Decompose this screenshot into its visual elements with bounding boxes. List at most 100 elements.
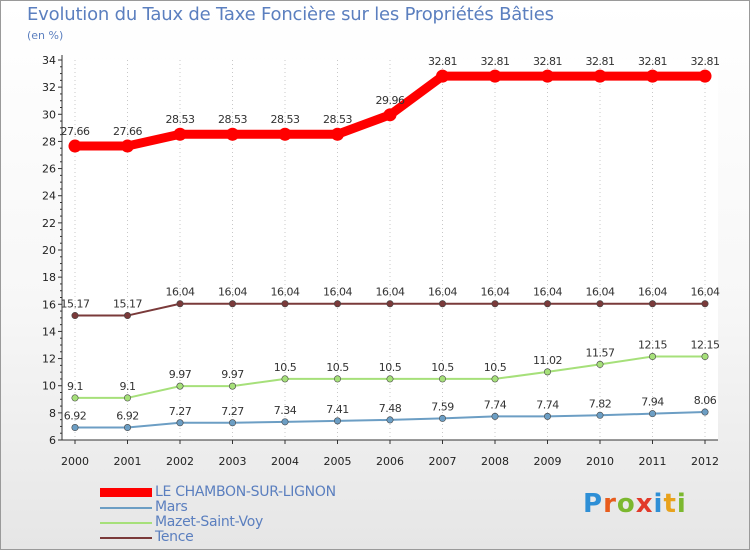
data-label: 9.97 — [221, 368, 244, 381]
data-label: 27.66 — [113, 125, 142, 138]
x-tick-label: 2007 — [429, 455, 457, 468]
data-label: 9.97 — [169, 368, 192, 381]
data-label: 7.94 — [641, 396, 664, 409]
x-tick-label: 2004 — [271, 455, 299, 468]
data-label: 7.74 — [484, 398, 507, 411]
data-point — [124, 394, 132, 402]
data-label: 9.1 — [67, 380, 83, 393]
data-point — [124, 312, 132, 320]
brand-logo: Proxiti — [583, 489, 687, 519]
legend-swatch — [100, 506, 152, 509]
data-label: 10.5 — [326, 361, 349, 374]
data-point — [438, 300, 446, 308]
y-tick-label: 10 — [42, 380, 56, 393]
data-point — [701, 408, 709, 416]
data-label: 8.06 — [694, 394, 717, 407]
data-label: 12.15 — [638, 339, 667, 352]
data-label: 11.02 — [533, 354, 562, 367]
data-point — [436, 69, 449, 83]
data-point — [71, 312, 79, 320]
data-label: 16.04 — [376, 286, 405, 299]
data-point — [281, 418, 289, 426]
data-point — [596, 411, 604, 419]
data-point — [491, 375, 499, 383]
data-point — [543, 368, 551, 376]
data-point — [333, 375, 341, 383]
y-tick-label: 6 — [49, 434, 56, 447]
data-label: 32.81 — [586, 55, 615, 68]
data-label: 28.53 — [218, 113, 247, 126]
data-point — [176, 382, 184, 390]
x-tick-label: 2002 — [166, 455, 194, 468]
data-point — [333, 300, 341, 308]
logo-letter: t — [663, 489, 677, 519]
data-point — [648, 353, 656, 361]
data-label: 16.04 — [533, 286, 562, 299]
data-label: 32.81 — [638, 55, 667, 68]
data-label: 28.53 — [166, 113, 195, 126]
data-label: 7.27 — [169, 405, 192, 418]
data-label: 7.59 — [431, 400, 454, 413]
data-label: 16.04 — [166, 286, 195, 299]
data-point — [226, 127, 239, 141]
data-label: 9.1 — [120, 380, 136, 393]
data-point — [438, 414, 446, 422]
data-label: 16.04 — [691, 286, 720, 299]
data-label: 7.74 — [536, 398, 559, 411]
data-point — [596, 300, 604, 308]
data-point — [386, 300, 394, 308]
data-point — [333, 417, 341, 425]
data-point — [331, 127, 344, 141]
data-label: 7.41 — [326, 403, 349, 416]
x-tick-label: 2001 — [114, 455, 142, 468]
x-tick-label: 2006 — [376, 455, 404, 468]
data-point — [229, 300, 237, 308]
legend-label: LE CHAMBON-SUR-LIGNON — [155, 484, 336, 500]
data-point — [176, 419, 184, 427]
chart-title: Evolution du Taux de Taxe Foncière sur l… — [27, 4, 554, 25]
data-label: 7.82 — [589, 397, 612, 410]
data-label: 27.66 — [61, 125, 90, 138]
data-point — [488, 69, 502, 83]
data-label: 32.81 — [533, 55, 562, 68]
data-label: 16.04 — [428, 286, 457, 299]
y-tick-label: 14 — [42, 325, 56, 338]
y-tick-label: 12 — [42, 353, 56, 366]
data-label: 12.15 — [691, 339, 720, 352]
data-point — [646, 69, 659, 83]
data-point — [386, 375, 394, 383]
data-point — [121, 139, 134, 153]
data-label: 15.17 — [61, 298, 90, 311]
data-label: 10.5 — [379, 361, 402, 374]
data-label: 32.81 — [428, 55, 457, 68]
data-label: 10.5 — [431, 361, 454, 374]
data-label: 7.48 — [379, 402, 402, 415]
logo-letter: i — [653, 489, 664, 519]
data-point — [701, 353, 709, 361]
legend-label: Tence — [155, 529, 194, 545]
x-tick-label: 2010 — [586, 455, 614, 468]
x-tick-label: 2000 — [61, 455, 89, 468]
data-label: 7.27 — [221, 405, 244, 418]
data-point — [491, 300, 499, 308]
logo-letter: r — [603, 489, 617, 519]
y-tick-label: 28 — [42, 135, 56, 148]
data-label: 16.04 — [638, 286, 667, 299]
data-point — [491, 412, 499, 420]
y-tick-label: 30 — [42, 108, 56, 121]
logo-letter: i — [676, 489, 687, 519]
data-point — [281, 375, 289, 383]
data-point — [281, 300, 289, 308]
data-label: 16.04 — [586, 286, 615, 299]
data-point — [596, 360, 604, 368]
legend-label: Mazet-Saint-Voy — [155, 514, 263, 530]
data-label: 10.5 — [484, 361, 507, 374]
legend-label: Mars — [155, 499, 188, 515]
data-point — [593, 69, 607, 83]
y-tick-label: 24 — [42, 190, 56, 203]
x-tick-label: 2008 — [481, 455, 509, 468]
x-tick-label: 2011 — [639, 455, 667, 468]
data-point — [543, 412, 551, 420]
data-point — [229, 382, 237, 390]
